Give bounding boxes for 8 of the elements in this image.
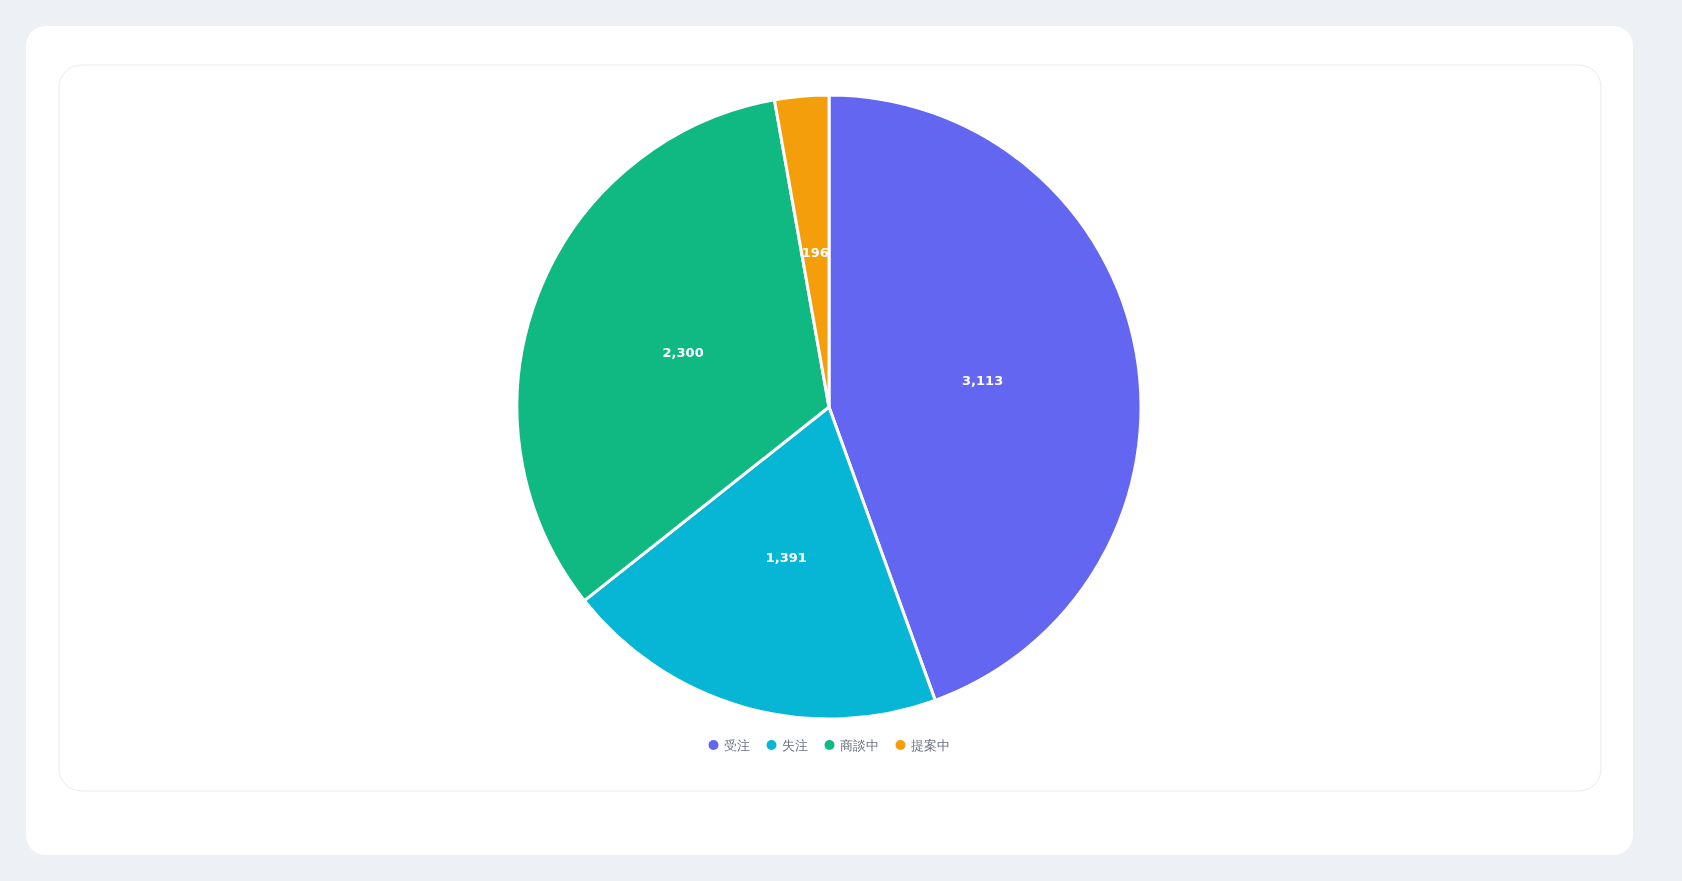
legend-label: 失注	[781, 738, 808, 753]
legend-label: 提案中	[910, 738, 950, 753]
data-label: 1,391	[765, 550, 807, 566]
legend-label: 商談中	[839, 738, 879, 753]
data-label: 2,300	[662, 344, 704, 360]
data-label: 3,113	[962, 373, 1004, 389]
data-label: 196	[801, 244, 829, 260]
legend-label: 受注	[723, 738, 750, 753]
